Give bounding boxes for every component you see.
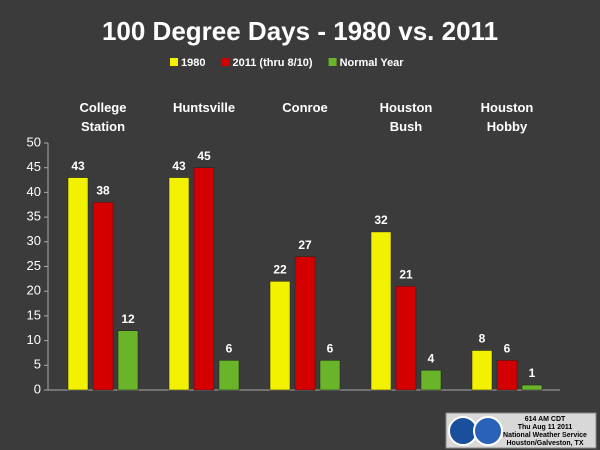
nws-logo (473, 416, 503, 446)
value-label: 6 (226, 342, 233, 356)
legend-label: Normal Year (340, 57, 405, 69)
y-tick-label: 35 (27, 209, 41, 224)
bar (521, 384, 543, 391)
bar (395, 286, 417, 391)
value-label: 43 (71, 159, 85, 173)
value-label: 21 (399, 267, 413, 281)
y-tick-label: 20 (27, 283, 41, 298)
bar (193, 167, 215, 391)
y-tick-label: 40 (27, 184, 41, 199)
value-label: 22 (273, 262, 287, 276)
footer-text: Thu Aug 11 2011 (518, 424, 573, 431)
bar (92, 202, 114, 391)
footer-text: Houston/Galveston, TX (506, 440, 583, 447)
bar (496, 360, 518, 391)
value-label: 38 (96, 183, 110, 197)
y-tick-label: 15 (27, 307, 41, 322)
bar (67, 177, 89, 391)
bar (269, 281, 291, 391)
category-label: Conroe (282, 100, 328, 115)
category-label: College Station (79, 100, 127, 134)
legend-label: 2011 (thru 8/10) (232, 57, 312, 69)
legend-label: 1980 (181, 57, 205, 69)
y-tick-label: 5 (34, 357, 41, 372)
category-label: Huntsville (172, 100, 236, 115)
bar (471, 350, 493, 391)
y-tick-label: 30 (27, 233, 41, 248)
bar (294, 256, 316, 391)
bar (218, 360, 240, 391)
y-tick-label: 50 (27, 134, 41, 149)
value-label: 32 (374, 213, 388, 227)
value-label: 6 (327, 342, 334, 356)
y-tick-label: 0 (34, 381, 41, 396)
value-label: 43 (172, 159, 186, 173)
category-label: Houston Hobby (480, 100, 534, 134)
y-tick-label: 25 (27, 258, 41, 273)
bar (370, 231, 392, 391)
y-tick-label: 10 (27, 332, 41, 347)
value-label: 8 (479, 332, 486, 346)
value-label: 6 (504, 342, 511, 356)
footer-text: 614 AM CDT (525, 416, 566, 423)
value-label: 4 (428, 351, 435, 365)
noaa-logo (448, 416, 478, 446)
chart-title: 100 Degree Days - 1980 vs. 2011 (102, 16, 498, 46)
y-tick-label: 45 (27, 159, 41, 174)
category-label: Houston Bush (379, 100, 433, 134)
footer-text: National Weather Service (503, 432, 587, 439)
bar (319, 360, 341, 391)
bar (117, 330, 139, 391)
value-label: 12 (121, 312, 135, 326)
value-label: 45 (197, 149, 211, 163)
value-label: 27 (298, 238, 312, 252)
bar (168, 177, 190, 391)
legend-swatch (328, 58, 337, 66)
bar (420, 369, 442, 391)
value-label: 1 (529, 366, 536, 380)
legend-swatch (221, 58, 230, 66)
legend-swatch (170, 58, 178, 66)
